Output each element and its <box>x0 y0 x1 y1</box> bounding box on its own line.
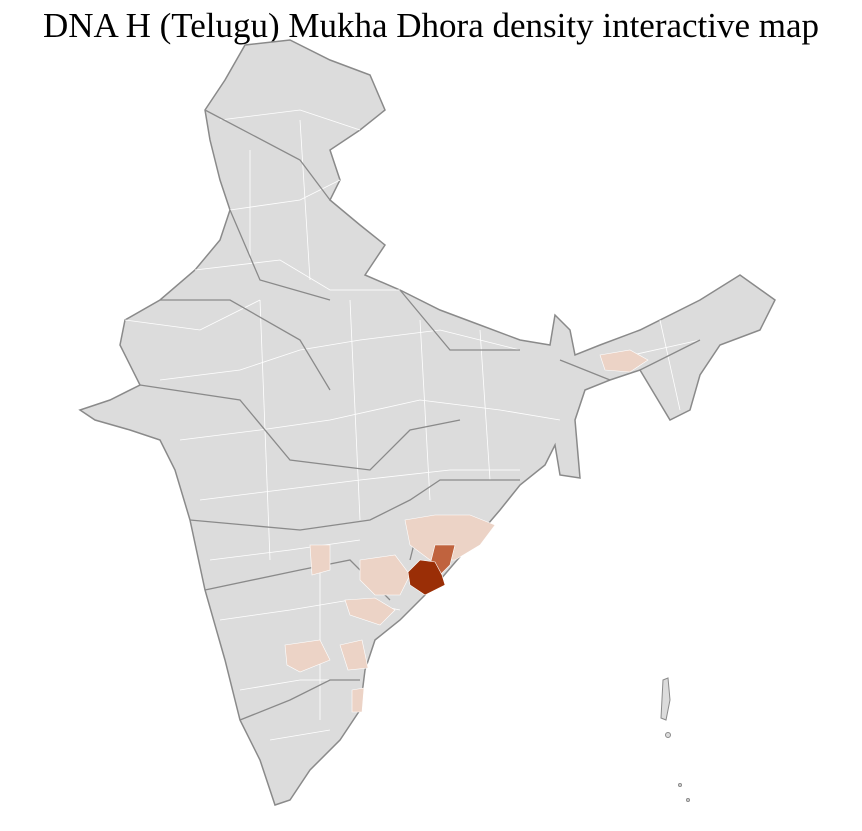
map-title: DNA H (Telugu) Mukha Dhora density inter… <box>42 6 820 45</box>
district-low-density[interactable] <box>284 639 331 673</box>
density-regions <box>284 349 649 713</box>
district-low-density[interactable] <box>404 514 496 561</box>
country-outline <box>78 39 776 806</box>
district-low-density[interactable] <box>309 544 331 576</box>
district-low-density[interactable] <box>351 687 365 713</box>
district-low-density[interactable] <box>344 597 396 626</box>
district-high-density[interactable] <box>407 559 446 596</box>
andaman-nicobar-islands <box>660 677 690 802</box>
district-low-density[interactable] <box>359 554 411 596</box>
district-low-density[interactable] <box>339 639 369 671</box>
india-landmass[interactable] <box>78 39 776 806</box>
state-borders <box>139 109 701 721</box>
district-low-density[interactable] <box>599 349 649 373</box>
